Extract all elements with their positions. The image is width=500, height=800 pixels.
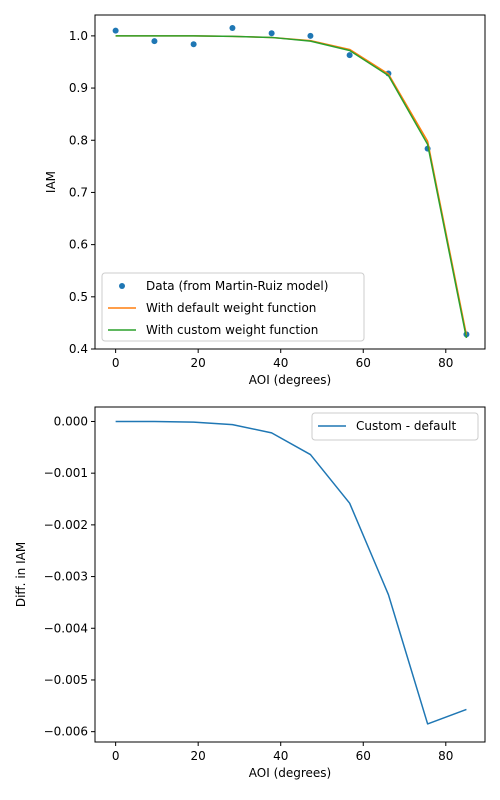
x-tick-label: 40 [273, 749, 288, 763]
x-tick-label: 60 [356, 749, 371, 763]
legend-box [311, 412, 479, 441]
x-tick-label: 80 [438, 356, 453, 370]
iam-chart: 0 20 40 60 80 0.4 0.5 0.6 0.7 0.8 0.9 1.0 AOI (degre… [44, 14, 486, 387]
y-tick-label: 1.0 [69, 29, 88, 43]
x-tick-label: 40 [273, 356, 288, 370]
x-tick-label: 20 [191, 749, 206, 763]
y-axis-label: Diff. in IAM [14, 542, 28, 607]
x-tick-label: 20 [191, 356, 206, 370]
legend-label: Data (from Martin-Ruiz model) [146, 279, 328, 293]
y-tick-label: 0.4 [69, 342, 88, 356]
y-tick-label: −0.006 [44, 725, 88, 739]
data-point [112, 27, 119, 34]
iam-difference-chart: 0 20 40 60 80 −0.006 −0.005 −0.004 −0.003 −0.002 −… [14, 406, 486, 780]
y-tick-label: −0.005 [44, 673, 88, 687]
x-axis-label: AOI (degrees) [249, 766, 331, 780]
legend: Custom - default [311, 412, 479, 441]
data-point [346, 52, 353, 59]
legend-swatch [119, 283, 125, 289]
series-line-0 [115, 420, 467, 725]
y-axis-label: IAM [44, 171, 58, 193]
data-point [190, 41, 197, 48]
y-tick-label: −0.002 [44, 518, 88, 532]
series-line-2 [115, 35, 468, 339]
y-tick-label: −0.003 [44, 570, 88, 584]
legend-label: With custom weight function [146, 323, 318, 337]
x-tick-label: 80 [438, 749, 453, 763]
y-tick-label: 0.6 [69, 238, 88, 252]
data-point [268, 30, 275, 37]
x-tick-label: 60 [356, 356, 371, 370]
axes-frame [94, 14, 486, 350]
x-tick-label: 0 [112, 356, 120, 370]
y-tick-label: 0.9 [69, 81, 88, 95]
y-tick-label: −0.004 [44, 621, 88, 635]
data-point [229, 25, 236, 32]
x-tick-label: 0 [112, 749, 120, 763]
data-point [307, 32, 314, 39]
y-tick-label: −0.001 [44, 466, 88, 480]
legend-label: Custom - default [356, 419, 456, 433]
data-point [151, 38, 158, 45]
y-tick-label: 0.7 [69, 185, 88, 199]
x-axis-label: AOI (degrees) [249, 373, 331, 387]
legend: Data (from Martin-Ruiz model) With defaul… [101, 272, 365, 342]
legend-box [101, 272, 365, 342]
y-tick-label: 0.8 [69, 133, 88, 147]
y-tick-label: 0.5 [69, 290, 88, 304]
axes-frame [94, 406, 486, 743]
legend-label: With default weight function [146, 301, 316, 315]
y-tick-label: 0.000 [54, 414, 88, 428]
